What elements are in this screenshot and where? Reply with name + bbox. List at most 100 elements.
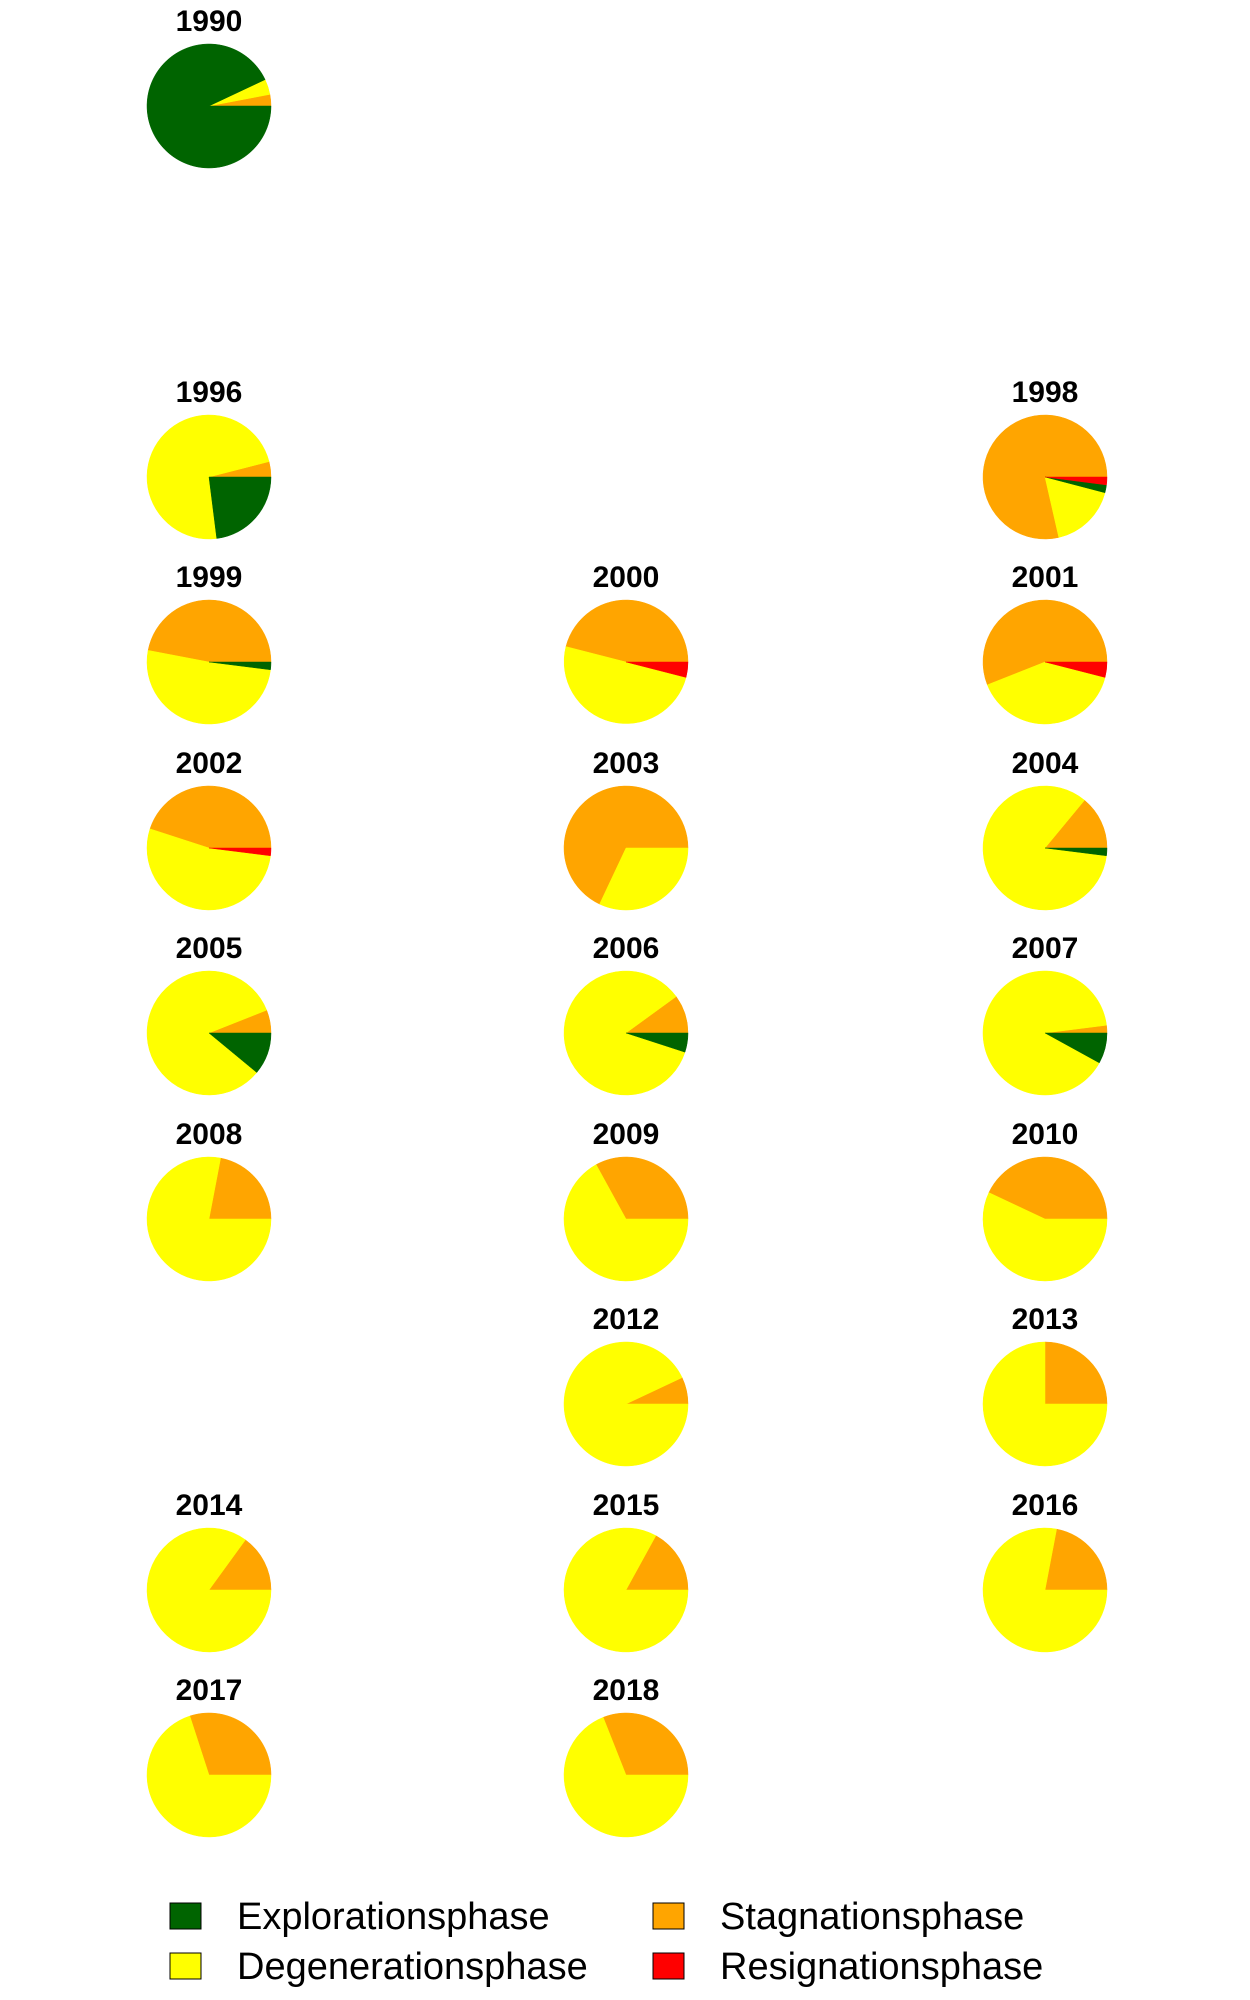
- pie-slice-deg: [599, 847, 689, 911]
- pie-slice-res: [1044, 476, 1108, 486]
- pie-slice-exp: [208, 661, 272, 671]
- pie-slice-deg: [146, 650, 271, 725]
- pie-title: 2001: [1012, 561, 1079, 594]
- pie-title: 2006: [593, 932, 660, 965]
- pie-title: 2017: [176, 1674, 243, 1707]
- legend-item-deg: Degenerationsphase: [169, 1946, 588, 1988]
- pie-title: 2003: [593, 747, 660, 780]
- legend-item-res: Resignationsphase: [652, 1946, 1043, 1988]
- pie-slice-res: [1044, 661, 1108, 678]
- pie-slice-deg: [146, 1715, 272, 1838]
- pie-slice-deg: [146, 1156, 272, 1282]
- pie-title: 2012: [593, 1303, 660, 1336]
- pie-title: 2016: [1012, 1489, 1079, 1522]
- pie-slice-exp: [1044, 847, 1108, 857]
- pie-slice-sta: [189, 1712, 272, 1776]
- pie-slice-sta: [147, 599, 272, 663]
- pie-slice-deg: [563, 1164, 689, 1282]
- pie-title: 1996: [176, 376, 243, 409]
- pie-title: 2004: [1012, 747, 1079, 780]
- pie-2003: 2003: [563, 747, 689, 911]
- pie-2004: 2004: [982, 747, 1108, 911]
- pie-slice-sta: [1044, 1341, 1108, 1405]
- pie-title: 2010: [1012, 1118, 1079, 1151]
- pie-slice-deg: [146, 970, 267, 1096]
- pie-2018: 2018: [563, 1674, 689, 1838]
- pie-slice-exp: [625, 1032, 689, 1053]
- pie-slice-deg: [563, 1527, 689, 1653]
- pie-2002: 2002: [146, 747, 272, 911]
- pie-slice-sta: [565, 599, 689, 663]
- legend-swatch: [169, 1902, 202, 1930]
- pie-slice-res: [208, 847, 272, 857]
- pie-slice-deg: [982, 1192, 1108, 1282]
- pie-title: 2018: [593, 1674, 660, 1707]
- pie-title: 2009: [593, 1118, 660, 1151]
- pie-title: 1999: [176, 561, 243, 594]
- pie-2016: 2016: [982, 1489, 1108, 1653]
- pie-2010: 2010: [982, 1118, 1108, 1282]
- pie-slice-sta: [1044, 799, 1108, 849]
- pie-2000: 2000: [563, 561, 689, 724]
- legend-label: Degenerationsphase: [237, 1946, 588, 1988]
- pie-2001: 2001: [982, 561, 1108, 725]
- pie-title: 2014: [176, 1489, 243, 1522]
- pie-2006: 2006: [563, 932, 689, 1096]
- pie-slice-sta: [208, 1157, 272, 1220]
- pie-slice-deg: [982, 1341, 1108, 1467]
- pie-slice-deg: [563, 646, 687, 724]
- pie-2014: 2014: [146, 1489, 272, 1653]
- pie-2012: 2012: [563, 1303, 689, 1467]
- pie-2005: 2005: [146, 932, 272, 1096]
- legend-swatch: [652, 1952, 685, 1980]
- pie-slice-deg: [146, 828, 271, 911]
- legend-item-exp: Explorationsphase: [169, 1896, 550, 1938]
- pie-2015: 2015: [563, 1489, 689, 1653]
- pie-slice-sta: [602, 1712, 689, 1776]
- pie-slice-res: [625, 661, 689, 678]
- pie-1998: 1998: [982, 376, 1108, 540]
- pie-slice-sta: [982, 599, 1108, 686]
- pie-slice-sta: [149, 785, 272, 849]
- pie-slice-exp: [1044, 1032, 1108, 1064]
- pie-slice-deg: [563, 1717, 689, 1838]
- legend-item-sta: Stagnationsphase: [652, 1896, 1024, 1938]
- pie-2007: 2007: [982, 932, 1108, 1096]
- pie-1999: 1999: [146, 561, 272, 725]
- legend-label: Stagnationsphase: [720, 1896, 1024, 1938]
- pie-slice-exp: [208, 476, 272, 539]
- pie-title: 2015: [593, 1489, 660, 1522]
- pie-1996: 1996: [146, 376, 272, 540]
- pie-title: 2007: [1012, 932, 1079, 965]
- pie-slice-deg: [146, 414, 270, 540]
- pie-slice-sta: [1044, 1528, 1108, 1591]
- pie-title: 2013: [1012, 1303, 1079, 1336]
- legend-label: Explorationsphase: [237, 1896, 550, 1938]
- pie-slice-deg: [1044, 476, 1106, 538]
- legend-label: Resignationsphase: [720, 1946, 1043, 1988]
- pie-slice-sta: [982, 414, 1108, 540]
- pie-title: 1998: [1012, 376, 1079, 409]
- pie-slice-deg: [987, 661, 1106, 725]
- pie-2013: 2013: [982, 1303, 1108, 1467]
- pie-slice-deg: [563, 1341, 689, 1467]
- pie-slice-deg: [146, 1527, 272, 1653]
- pie-title: 2000: [593, 561, 660, 594]
- pie-1990: 1990: [146, 5, 272, 169]
- pie-slice-sta: [595, 1156, 689, 1220]
- pie-slice-exp: [208, 1032, 272, 1073]
- pie-title: 2008: [176, 1118, 243, 1151]
- pie-slice-sta: [563, 785, 689, 905]
- pie-title: 2002: [176, 747, 243, 780]
- pie-2009: 2009: [563, 1118, 689, 1282]
- pie-slice-sta: [988, 1156, 1108, 1220]
- pie-slice-deg: [563, 970, 686, 1096]
- legend: Explorationsphase Degenerationsphase Stagn…: [169, 1896, 1043, 1988]
- legend-swatch: [652, 1902, 685, 1930]
- pie-2017: 2017: [146, 1674, 272, 1838]
- pie-2008: 2008: [146, 1118, 272, 1282]
- pies-layer: 1990 1996 1998 1999 2000 2001 2002 2003 2004 2005…: [146, 5, 1108, 1838]
- pie-title: 1990: [176, 5, 243, 38]
- pie-slice-sta: [208, 1539, 272, 1591]
